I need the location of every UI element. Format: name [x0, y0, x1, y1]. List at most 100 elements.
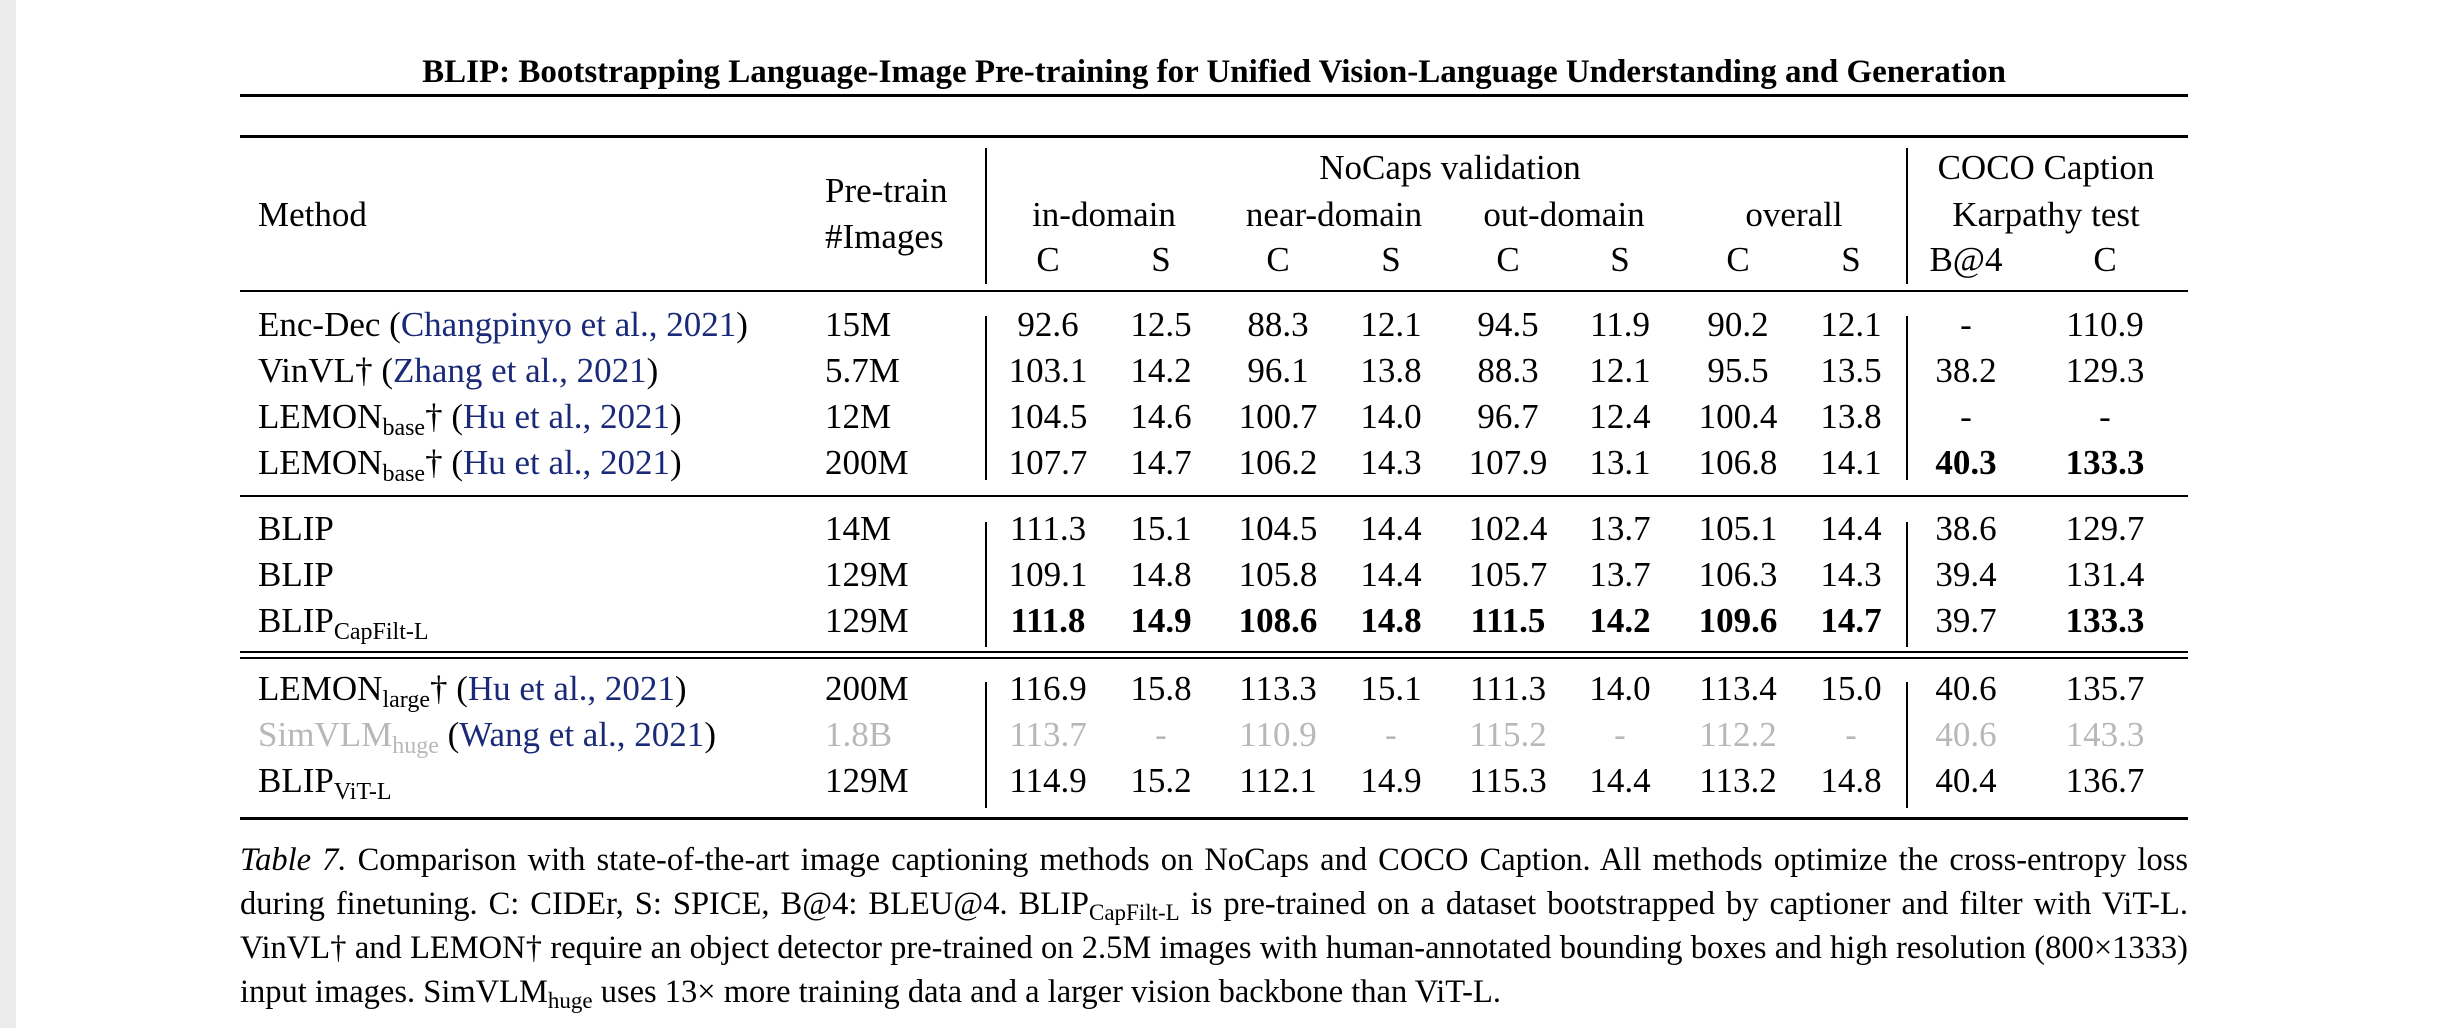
value-cell: 107.7	[1008, 443, 1088, 482]
value-cell: 15.0	[1820, 669, 1882, 708]
value-cell: 13.8	[1820, 397, 1882, 436]
header-group-1: near-domain	[1245, 195, 1423, 234]
value-cell: 14.3	[1820, 555, 1882, 594]
value-cell: 112.2	[1699, 715, 1777, 754]
value-cell: 12.1	[1589, 351, 1651, 390]
value-cell: 14.2	[1130, 351, 1192, 390]
value-cell: 90.2	[1707, 305, 1769, 344]
value-cell: 39.7	[1935, 601, 1997, 640]
method-cell: VinVL† (Zhang et al., 2021)	[258, 348, 818, 394]
value-cell: 39.4	[1935, 555, 1997, 594]
citation-link[interactable]: Wang et al., 2021	[459, 715, 705, 754]
value-cell: 15.1	[1360, 669, 1422, 708]
method-name: SimVLM	[258, 715, 393, 754]
header-method: Method	[258, 195, 367, 234]
value-cell: -	[1960, 305, 1972, 344]
value-cell: 38.2	[1935, 351, 1997, 390]
table-rule-4	[240, 657, 2188, 659]
method-subscript: large	[382, 687, 430, 713]
value-cell: 14.8	[1360, 601, 1422, 640]
value-cell: -	[1614, 715, 1626, 754]
citation-link[interactable]: Hu et al., 2021	[463, 443, 671, 482]
value-cell: 14.9	[1360, 761, 1422, 800]
value-cell: 13.1	[1589, 443, 1651, 482]
value-cell: 131.4	[2065, 555, 2145, 594]
method-close-paren: )	[670, 443, 682, 482]
value-cell: 15.2	[1130, 761, 1192, 800]
value-cell: 110.9	[1239, 715, 1317, 754]
pretrain-cell: 129M	[825, 601, 909, 640]
table-caption: Table 7. Comparison with state-of-the-ar…	[240, 838, 2188, 1014]
header-sub-s: S	[1381, 240, 1401, 279]
method-cell: BLIPCapFilt-L	[258, 598, 818, 644]
value-cell: 135.7	[2065, 669, 2145, 708]
citation-link[interactable]: Zhang et al., 2021	[392, 351, 647, 390]
method-cell: LEMONbase† (Hu et al., 2021)	[258, 440, 818, 486]
value-cell: 113.3	[1239, 669, 1317, 708]
value-cell: 133.3	[2065, 443, 2145, 482]
value-cell: 112.1	[1239, 761, 1317, 800]
citation-link[interactable]: Hu et al., 2021	[463, 397, 671, 436]
method-close-paren: )	[670, 397, 682, 436]
caption-label: Table 7.	[240, 842, 347, 878]
header-group-3: overall	[1745, 195, 1843, 234]
header-pretrain-line1: Pre-train	[825, 171, 948, 210]
method-subscript: huge	[392, 733, 439, 759]
method-name: LEMON	[258, 443, 383, 482]
value-cell: 110.9	[2066, 305, 2144, 344]
value-cell: 14.0	[1589, 669, 1651, 708]
value-cell: 100.7	[1238, 397, 1318, 436]
value-cell: 96.7	[1477, 397, 1539, 436]
value-cell: 133.3	[2065, 601, 2145, 640]
header-nocaps-validation: NoCaps validation	[1319, 148, 1581, 187]
value-cell: 14.7	[1130, 443, 1192, 482]
value-cell: 104.5	[1238, 509, 1318, 548]
method-cell: Enc-Dec (Changpinyo et al., 2021)	[258, 302, 818, 348]
value-cell: 14.4	[1360, 509, 1422, 548]
method-close-paren: )	[674, 669, 687, 708]
value-cell: 15.1	[1130, 509, 1192, 548]
method-close-paren: )	[704, 715, 716, 754]
method-cell: LEMONlarge† (Hu et al., 2021)	[258, 666, 818, 712]
method-name: BLIP	[258, 601, 334, 640]
pretrain-cell: 1.8B	[825, 715, 893, 754]
column-divider-1-2	[1906, 522, 1908, 647]
value-cell: 40.6	[1935, 669, 1997, 708]
citation-link[interactable]: Hu et al., 2021	[467, 669, 675, 708]
caption-subscript-capfilt: CapFilt-L	[1089, 900, 1180, 925]
value-cell: 13.7	[1589, 509, 1651, 548]
column-divider-1-3	[1906, 682, 1908, 808]
value-cell: -	[2099, 397, 2111, 436]
header-sub-s: S	[1151, 240, 1171, 279]
value-cell: -	[1845, 715, 1857, 754]
value-cell: 100.4	[1698, 397, 1778, 436]
value-cell: 88.3	[1247, 305, 1309, 344]
value-cell: 113.2	[1699, 761, 1777, 800]
header-rule	[240, 94, 2188, 97]
value-cell: 13.8	[1360, 351, 1422, 390]
header-sub-c: C	[2093, 240, 2117, 279]
method-cell: BLIP	[258, 506, 818, 552]
value-cell: 14.4	[1589, 761, 1651, 800]
method-name: BLIP	[258, 761, 334, 800]
pretrain-cell: 5.7M	[825, 351, 900, 390]
header-sub-c: C	[1726, 240, 1750, 279]
value-cell: 14.2	[1589, 601, 1651, 640]
value-cell: 129.7	[2065, 509, 2145, 548]
pretrain-cell: 12M	[825, 397, 892, 436]
table-rule-1	[240, 290, 2188, 292]
method-dagger: † (	[355, 351, 393, 390]
value-cell: 136.7	[2065, 761, 2145, 800]
value-cell: 14.4	[1820, 509, 1882, 548]
value-cell: 106.2	[1238, 443, 1318, 482]
value-cell: 102.4	[1468, 509, 1548, 548]
header-sub-s: S	[1610, 240, 1630, 279]
value-cell: 109.6	[1698, 601, 1778, 640]
column-divider-0-0	[985, 148, 987, 284]
value-cell: 107.9	[1468, 443, 1548, 482]
table-rule-3	[240, 651, 2188, 653]
citation-link[interactable]: Changpinyo et al., 2021	[400, 305, 737, 344]
header-sub-c: C	[1496, 240, 1520, 279]
method-dagger: † (	[425, 443, 463, 482]
column-divider-0-2	[985, 522, 987, 647]
